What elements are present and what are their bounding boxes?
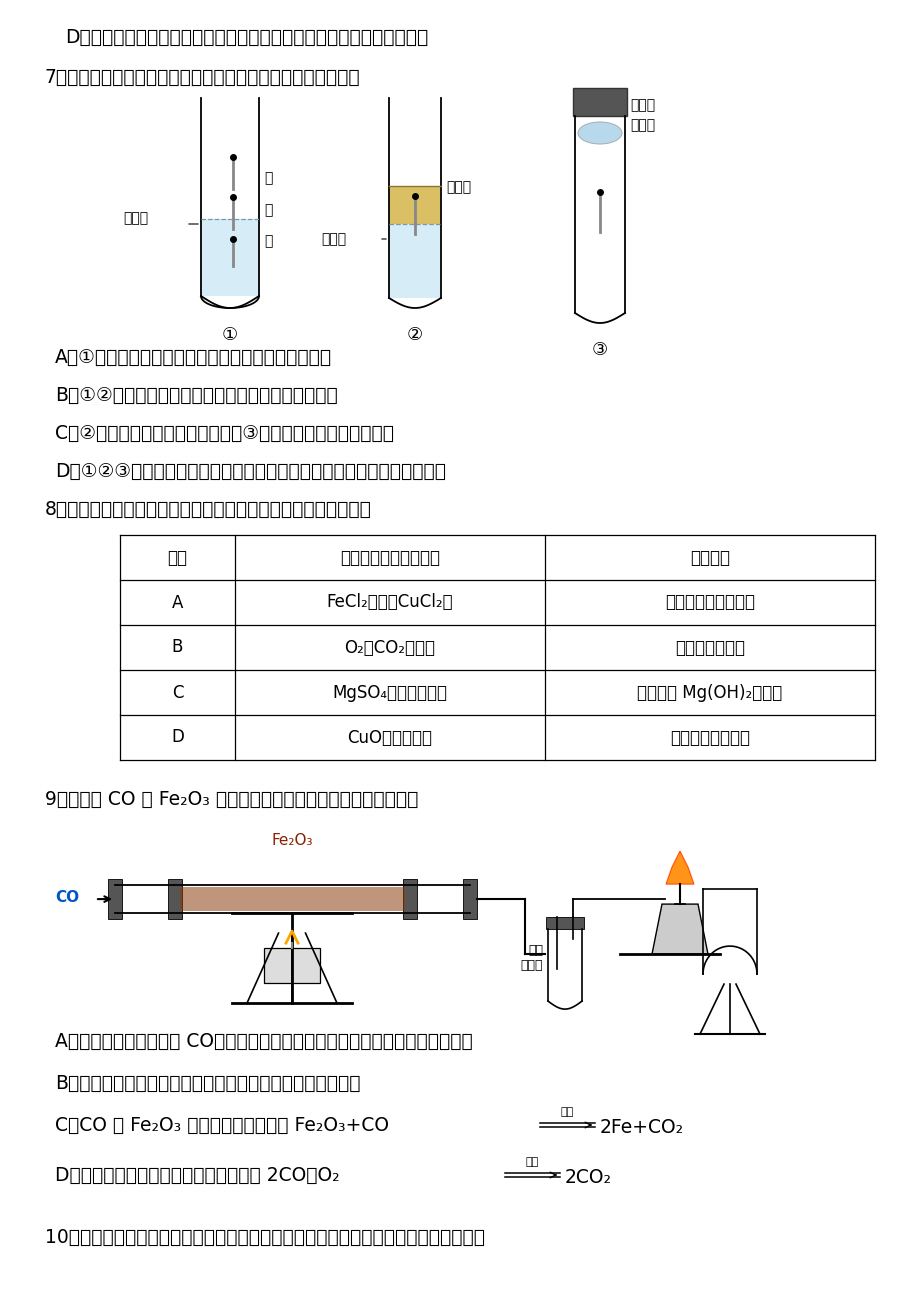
Text: MgSO₄溶液（硫酸）: MgSO₄溶液（硫酸） <box>332 684 447 702</box>
Polygon shape <box>390 186 439 224</box>
Text: 2Fe+CO₂: 2Fe+CO₂ <box>599 1118 684 1138</box>
Text: 石灰水: 石灰水 <box>520 959 542 972</box>
Text: 10．某有机物由碳、氢、氧三种元素组成，图甲是该物质的元素质量分数饼状图，图乙: 10．某有机物由碳、氢、氧三种元素组成，图甲是该物质的元素质量分数饼状图，图乙 <box>45 1228 484 1247</box>
Bar <box>180 887 404 911</box>
Text: B．实验过程中看到，玻璃管里的粉末由红棕色逐渐变为黑色: B．实验过程中看到，玻璃管里的粉末由红棕色逐渐变为黑色 <box>55 1074 360 1093</box>
Text: C: C <box>172 684 183 702</box>
Text: A．实验开始时，先通入 CO，在装置出口处验纯后点燃酒精灯，再点燃酒精喷灯: A．实验开始时，先通入 CO，在装置出口处验纯后点燃酒精灯，再点燃酒精喷灯 <box>55 1032 472 1050</box>
Text: C．②中植物油的作用是隔绝空气，③中氯化钙的作用是作干燥剂: C．②中植物油的作用是隔绝空气，③中氯化钙的作用是作干燥剂 <box>55 424 393 443</box>
Text: 通过灼热的铜网: 通过灼热的铜网 <box>675 638 744 656</box>
Text: 点燃: 点燃 <box>525 1157 538 1167</box>
Text: 加入过量铁粉，过滤: 加入过量铁粉，过滤 <box>664 594 754 611</box>
Text: 氯化钙: 氯化钙 <box>630 118 654 133</box>
Bar <box>108 879 122 919</box>
Text: A: A <box>172 594 183 611</box>
Text: Fe₂O₃: Fe₂O₃ <box>271 833 312 848</box>
Text: 选项: 选项 <box>167 549 187 567</box>
Text: 8．除去下列物质中的少量杂质，下列实验方案不能达到目的的是: 8．除去下列物质中的少量杂质，下列实验方案不能达到目的的是 <box>45 500 371 519</box>
Text: 9．下图是 CO 与 Fe₂O₃ 反应的实验装置图，下列说法不正确的是: 9．下图是 CO 与 Fe₂O₃ 反应的实验装置图，下列说法不正确的是 <box>45 790 418 809</box>
Bar <box>462 879 476 919</box>
Text: D．若不慎将氢氧化钠沾到皮肤上，要用大量的水冲洗，再涂上硼酸溶液: D．若不慎将氢氧化钠沾到皮肤上，要用大量的水冲洗，再涂上硼酸溶液 <box>65 29 427 47</box>
Text: CO: CO <box>55 891 79 905</box>
Text: C．CO 与 Fe₂O₃ 反应的化学方程式为 Fe₂O₃+CO: C．CO 与 Fe₂O₃ 反应的化学方程式为 Fe₂O₃+CO <box>55 1115 389 1135</box>
Text: 7．如图，通过实验探究铁钉锈蚀的条件。下列说法不正确的是: 7．如图，通过实验探究铁钉锈蚀的条件。下列说法不正确的是 <box>45 68 360 87</box>
Text: FeCl₂溶液（CuCl₂）: FeCl₂溶液（CuCl₂） <box>326 594 453 611</box>
Text: 在空气中充分灼烧: 在空气中充分灼烧 <box>669 728 749 746</box>
Text: ①: ① <box>221 326 238 344</box>
Text: D: D <box>171 728 184 746</box>
Text: CuO（木炭粉）: CuO（木炭粉） <box>347 728 432 746</box>
Text: O₂（CO₂气体）: O₂（CO₂气体） <box>344 638 435 656</box>
Text: 棉花和: 棉花和 <box>630 98 654 112</box>
Text: A．①中甲、乙、丙三处比较，生锈最明显的地方是丙: A．①中甲、乙、丙三处比较，生锈最明显的地方是丙 <box>55 348 332 367</box>
Text: ②: ② <box>406 326 423 344</box>
Text: 乙: 乙 <box>264 203 272 217</box>
Text: 蒸馏水: 蒸馏水 <box>123 211 148 225</box>
Text: 甲: 甲 <box>264 172 272 185</box>
Polygon shape <box>390 224 439 298</box>
Text: 植物油: 植物油 <box>446 179 471 194</box>
Text: D．尾气处理时发生反应的化学方程式为 2CO＋O₂: D．尾气处理时发生反应的化学方程式为 2CO＋O₂ <box>55 1166 339 1186</box>
Text: 物质（括号内为杂质）: 物质（括号内为杂质） <box>340 549 439 567</box>
Bar <box>545 916 584 930</box>
Text: B．①②中使用煮沸的蒸馏水，目的是除去水中的氧气: B．①②中使用煮沸的蒸馏水，目的是除去水中的氧气 <box>55 386 337 406</box>
Polygon shape <box>652 903 708 954</box>
Polygon shape <box>202 218 257 296</box>
Text: 澄清: 澄清 <box>528 944 542 957</box>
Polygon shape <box>665 852 693 884</box>
Text: B: B <box>172 638 183 656</box>
Text: D．①②③对比实验，得出结论：铁生锈的主要条件是与空气、水直接接触: D．①②③对比实验，得出结论：铁生锈的主要条件是与空气、水直接接触 <box>55 462 446 481</box>
Bar <box>573 88 627 116</box>
Text: 蒸馏水: 蒸馏水 <box>321 231 346 246</box>
Text: 高温: 高温 <box>560 1108 573 1117</box>
Text: 加入过量 Mg(OH)₂，过滤: 加入过量 Mg(OH)₂，过滤 <box>637 684 782 702</box>
Text: 实验方案: 实验方案 <box>689 549 729 567</box>
Text: 丙: 丙 <box>264 234 272 248</box>
Bar <box>168 879 182 919</box>
Ellipse shape <box>577 122 621 144</box>
Text: 2CO₂: 2CO₂ <box>564 1167 611 1187</box>
Bar <box>264 948 320 983</box>
Bar <box>403 879 416 919</box>
Text: ③: ③ <box>591 341 607 359</box>
